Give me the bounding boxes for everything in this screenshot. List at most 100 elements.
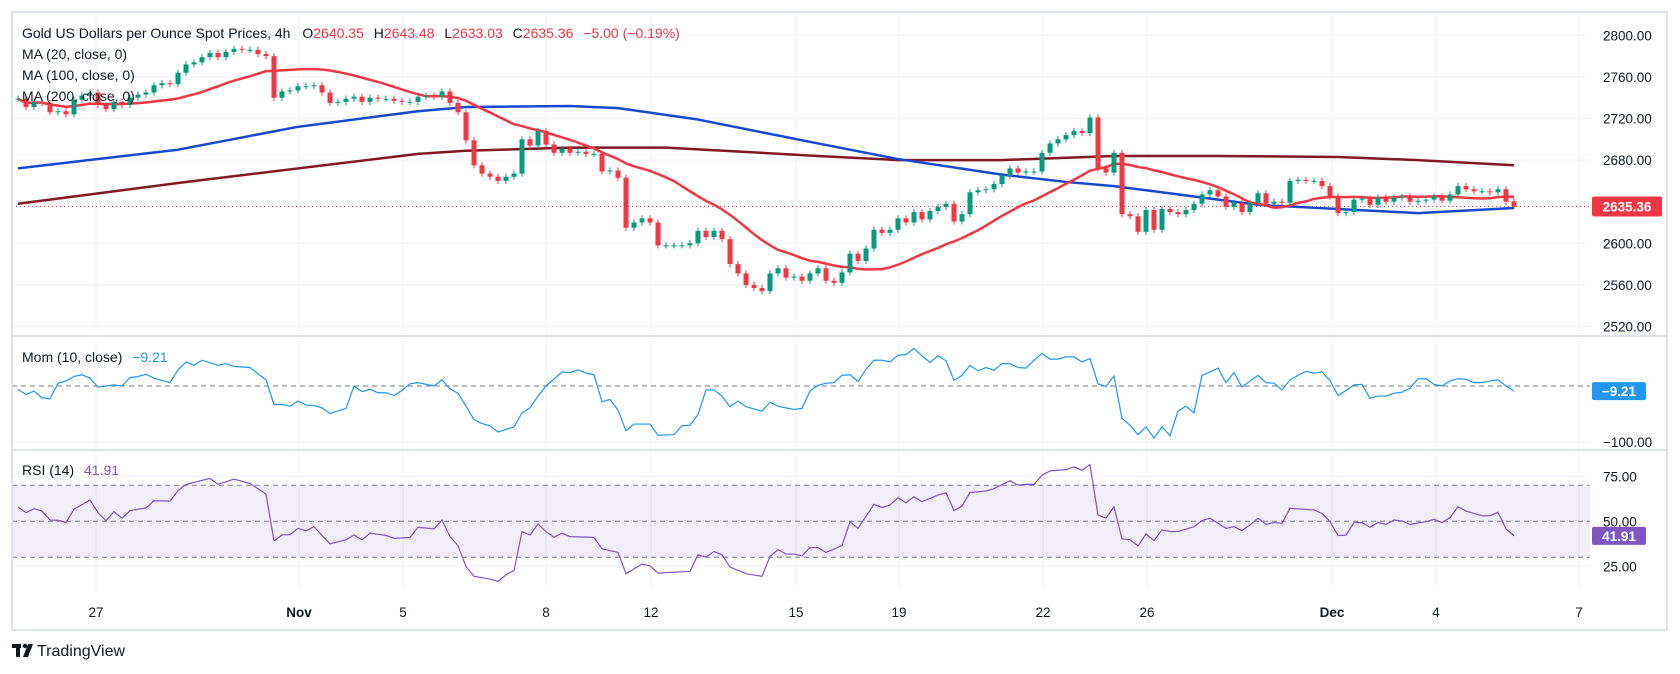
- candle-body: [1463, 186, 1469, 190]
- candle-body: [591, 153, 597, 155]
- candle-body: [863, 248, 869, 261]
- candle: [559, 145, 565, 156]
- candle: [1287, 177, 1293, 206]
- candle-body: [111, 101, 117, 110]
- candle-body: [271, 56, 277, 98]
- candle: [495, 173, 501, 185]
- candle: [607, 167, 613, 175]
- candle: [1415, 197, 1421, 205]
- candle: [807, 270, 813, 284]
- candle-body: [911, 212, 917, 223]
- candle-body: [1295, 179, 1301, 181]
- candle-body: [1159, 208, 1165, 230]
- candle-body: [1119, 152, 1125, 215]
- candle-body: [1423, 199, 1429, 201]
- grid-lines: [12, 12, 1590, 588]
- candle: [791, 273, 797, 281]
- candle-body: [1391, 197, 1397, 202]
- candle-body: [807, 273, 813, 281]
- candle-body: [495, 176, 501, 181]
- candle-body: [1479, 191, 1485, 193]
- candle: [599, 150, 605, 175]
- candle: [223, 48, 229, 61]
- candle-body: [1511, 201, 1517, 207]
- candle: [399, 97, 405, 105]
- candlesticks[interactable]: [15, 45, 1517, 295]
- candle-body: [143, 92, 149, 95]
- candle: [63, 108, 69, 118]
- candle: [367, 94, 373, 105]
- candle-body: [1359, 198, 1365, 200]
- candle: [1503, 186, 1509, 205]
- price-axis-label: 2680.00: [1603, 153, 1652, 168]
- candle-body: [1239, 202, 1245, 213]
- time-axis-label: 7: [1575, 605, 1583, 620]
- candle-body: [639, 218, 645, 223]
- candle: [943, 200, 949, 211]
- candle-body: [1383, 197, 1389, 202]
- candle-body: [127, 97, 133, 105]
- candle-body: [1495, 189, 1501, 193]
- candle: [1447, 191, 1453, 204]
- candle-body: [439, 91, 445, 97]
- candle: [1247, 199, 1253, 216]
- candle: [1327, 182, 1333, 200]
- candle-body: [1343, 212, 1349, 214]
- candle: [1095, 114, 1101, 172]
- mom-value: −9.21: [132, 349, 168, 365]
- candle-body: [159, 83, 165, 86]
- candle-body: [919, 212, 925, 220]
- tradingview-logo[interactable]: TradingView: [12, 643, 125, 660]
- candle: [727, 236, 733, 268]
- legend-ma200[interactable]: MA (200, close, 0): [22, 88, 135, 104]
- candle: [127, 94, 133, 109]
- candle: [1255, 190, 1261, 206]
- candle: [47, 99, 53, 116]
- candle: [863, 245, 869, 265]
- candle-body: [391, 98, 397, 101]
- candle: [119, 98, 125, 109]
- candle: [551, 141, 557, 156]
- candle: [55, 108, 61, 116]
- candle: [735, 260, 741, 277]
- legend-ma20[interactable]: MA (20, close, 0): [22, 46, 127, 62]
- candle-body: [1207, 190, 1213, 195]
- time-axis-label: 15: [788, 605, 803, 620]
- candle-body: [23, 98, 29, 108]
- candle: [535, 127, 541, 149]
- candle: [1231, 199, 1237, 211]
- legend-ma100[interactable]: MA (100, close, 0): [22, 67, 135, 83]
- candle-body: [839, 272, 845, 283]
- candle: [1487, 188, 1493, 196]
- candle-body: [55, 111, 61, 113]
- candle-body: [95, 92, 101, 105]
- chart-border: [11, 11, 1668, 631]
- candle: [583, 148, 589, 157]
- open-value: 2640.35: [313, 25, 364, 41]
- candle-body: [503, 176, 509, 181]
- candle: [767, 270, 773, 295]
- candle: [239, 45, 245, 53]
- momentum-pane[interactable]: [17, 347, 1515, 440]
- candle: [79, 92, 85, 103]
- candle: [1335, 193, 1341, 217]
- rsi-pane[interactable]: [17, 463, 1515, 583]
- time-axis-label: 5: [399, 605, 407, 620]
- candle-body: [1175, 212, 1181, 215]
- candle: [255, 46, 261, 58]
- candle: [335, 98, 341, 107]
- candle-body: [743, 273, 749, 285]
- price-axis-label: 2800.00: [1603, 28, 1652, 43]
- candle-body: [615, 170, 621, 178]
- candle-body: [1127, 214, 1133, 217]
- mom-legend[interactable]: Mom (10, close) −9.21: [22, 349, 168, 365]
- candle-body: [1431, 196, 1437, 200]
- symbol-legend[interactable]: Gold US Dollars per Ounce Spot Prices, 4…: [22, 25, 680, 41]
- rsi-line: [17, 463, 1515, 583]
- candle-body: [63, 111, 69, 115]
- rsi-legend[interactable]: RSI (14) 41.91: [22, 462, 119, 478]
- candle-body: [31, 101, 37, 108]
- candle-body: [607, 170, 613, 172]
- candle: [1439, 193, 1445, 204]
